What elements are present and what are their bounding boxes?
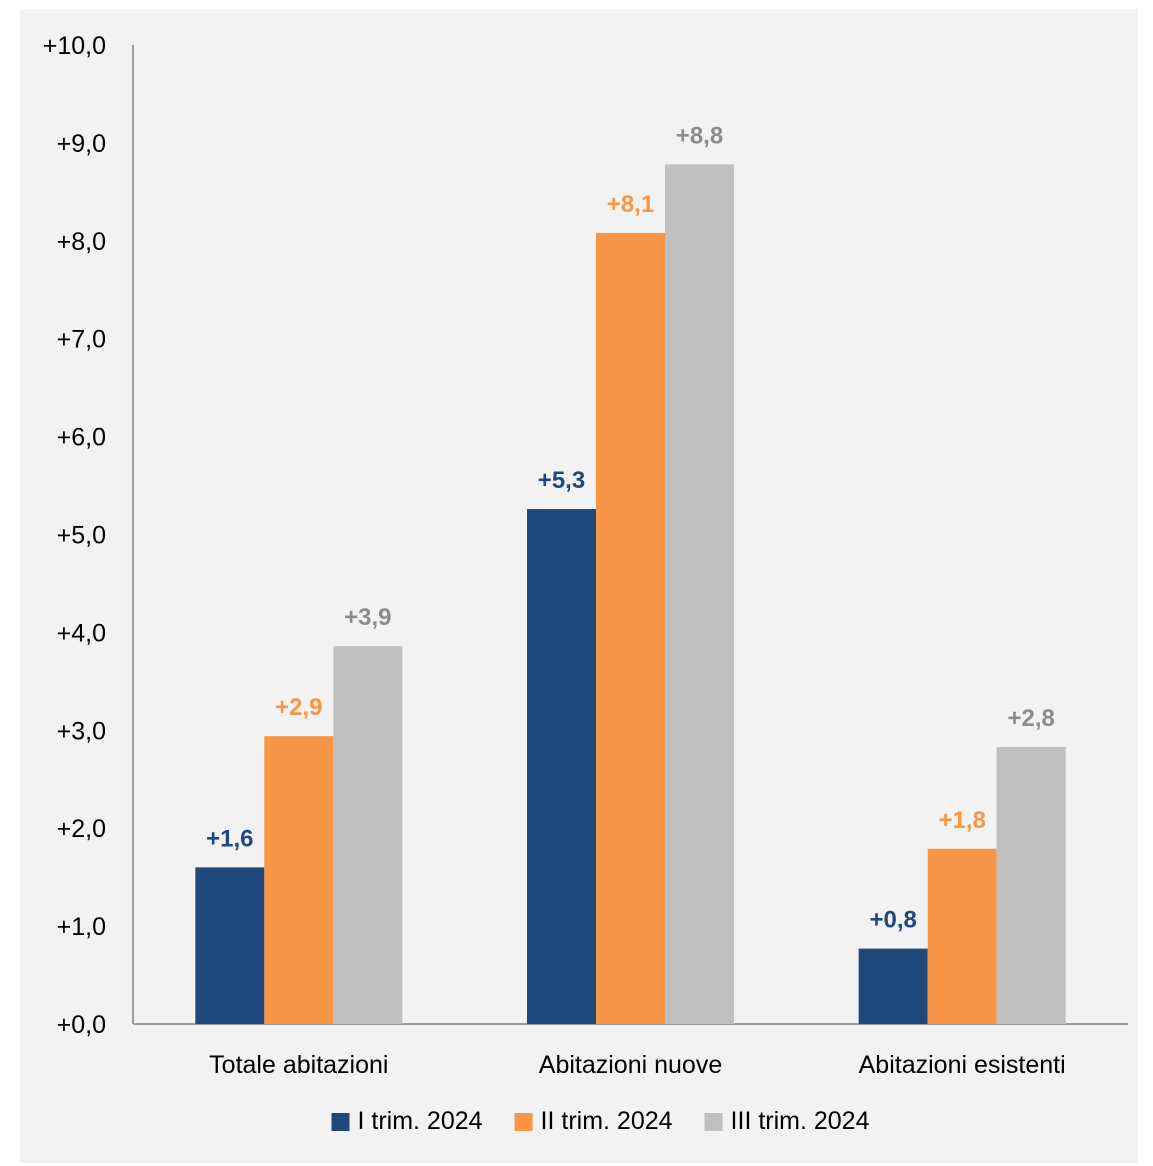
data-label: +3,9 (344, 604, 391, 631)
data-labels: +1,6 +2,9 +3,9 +5,3 +8,1 +8,8 +0,8 +1,8 +2,8 (206, 122, 1055, 933)
legend: I trim. 2024 II trim. 2024 III trim. 2024 (331, 1107, 870, 1135)
data-label: +5,3 (538, 467, 585, 494)
y-tick-label: +7,0 (57, 326, 106, 354)
bar (665, 164, 734, 1025)
bar (927, 848, 997, 1024)
data-label: +2,8 (1007, 705, 1054, 732)
x-category-label: Totale abitazioni (209, 1051, 388, 1079)
x-axis-categories: Totale abitazioni Abitazioni nuove Abitazi… (209, 1051, 1066, 1079)
bar-chart: +0,0 +1,0 +2,0 +3,0 +4,0 +5,0 +6,0 +7,0 +8,0 +9,0… (43, 32, 1128, 1135)
x-category-label: Abitazioni esistenti (859, 1051, 1066, 1079)
y-tick-label: +3,0 (57, 717, 106, 745)
y-tick-label: +1,0 (57, 913, 106, 941)
y-tick-label: +10,0 (43, 32, 106, 60)
bars (195, 164, 1066, 1025)
bar (996, 746, 1066, 1024)
chart-container: +0,0 +1,0 +2,0 +3,0 +4,0 +5,0 +6,0 +7,0 +8,0 +9,0… (20, 9, 1138, 1163)
x-category-label: Abitazioni nuove (539, 1051, 722, 1079)
data-label: +2,9 (275, 694, 322, 721)
bar (264, 736, 334, 1024)
y-tick-label: +9,0 (57, 130, 106, 158)
bar (195, 867, 265, 1024)
legend-swatch (704, 1113, 723, 1131)
bar (858, 948, 928, 1024)
y-axis-ticks: +0,0 +1,0 +2,0 +3,0 +4,0 +5,0 +6,0 +7,0 +8,0 +9,0… (43, 32, 106, 1039)
bar (333, 646, 403, 1024)
legend-swatch (331, 1113, 350, 1131)
data-label: +1,8 (938, 807, 985, 834)
legend-swatch (514, 1113, 533, 1131)
data-label: +8,8 (676, 122, 723, 149)
data-label: +1,6 (206, 825, 253, 852)
y-tick-label: +6,0 (57, 424, 106, 452)
data-label: +0,8 (869, 907, 916, 934)
y-tick-label: +0,0 (57, 1011, 106, 1039)
bar (527, 509, 596, 1024)
y-tick-label: +8,0 (57, 228, 106, 256)
legend-label: I trim. 2024 (357, 1107, 482, 1135)
y-tick-label: +2,0 (57, 815, 106, 843)
y-tick-label: +5,0 (57, 522, 106, 550)
legend-label: III trim. 2024 (731, 1107, 870, 1135)
data-label: +8,1 (607, 191, 654, 218)
y-tick-label: +4,0 (57, 619, 106, 647)
legend-label: II trim. 2024 (541, 1107, 673, 1135)
bar (596, 232, 665, 1024)
